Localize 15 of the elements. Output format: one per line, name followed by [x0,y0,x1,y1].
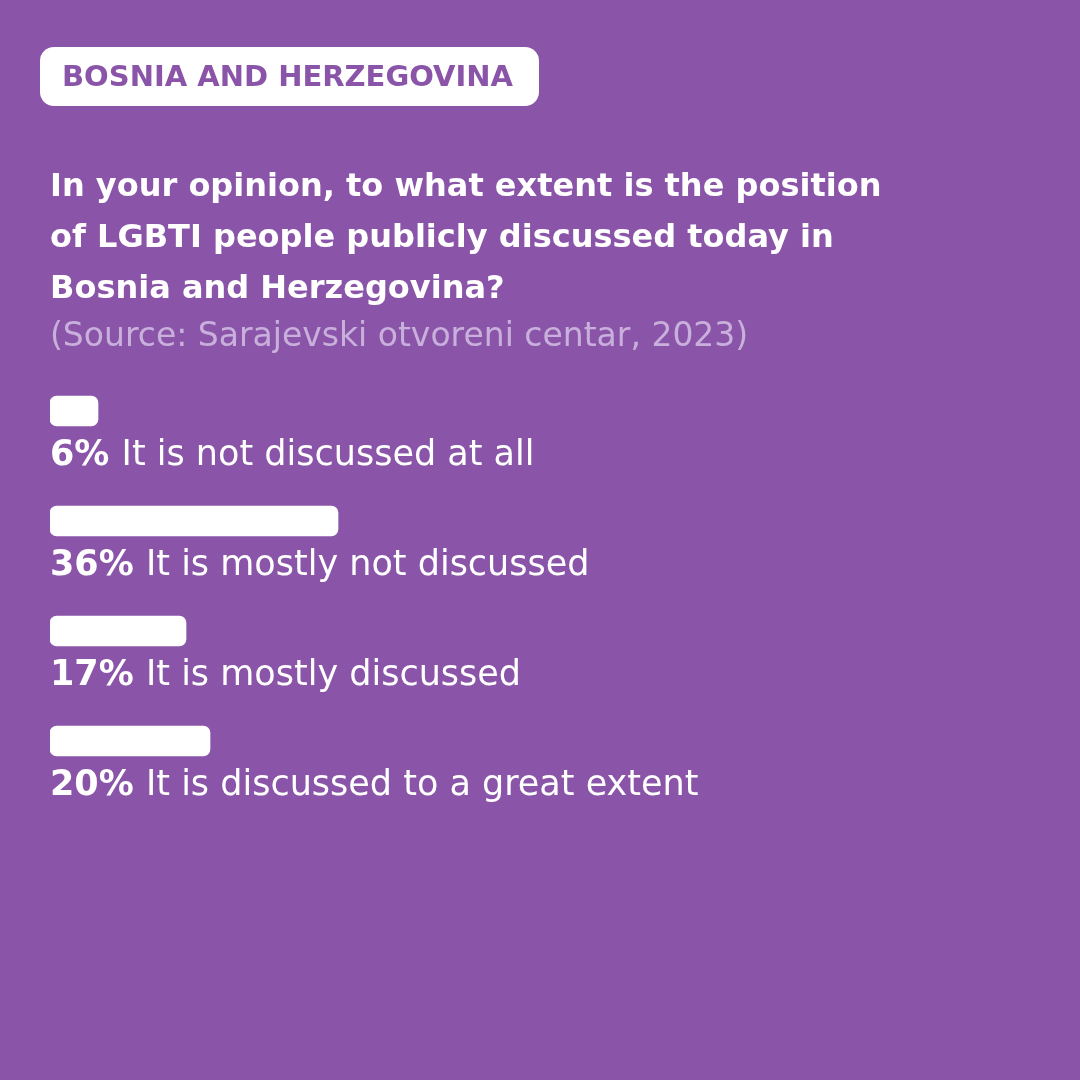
y-tick-label: It is not discussed at all [121,433,535,474]
bar [50,725,211,757]
text: (Source: Sarajevski otvoreni centar, 2023) [50,314,750,356]
bar [50,505,339,537]
y-tick-label: It is discussed to a great extent [145,763,699,804]
data-label: 20% [50,763,134,804]
text: In your opinion, to what extent is the position of LGBTI people publicly discussed today in Bosnia and Herzegovina? [50,165,883,308]
data-label: 17% [50,653,134,694]
bar [50,395,99,427]
y-tick-label: It is mostly discussed [145,653,522,694]
bar [50,615,187,647]
data-label: 6% [50,433,110,474]
data-label: 36% [50,543,134,584]
y-tick-label: It is mostly not discussed [145,543,590,584]
chart-subtitle: BOSNIA AND HERZEGOVINA [40,47,540,106]
